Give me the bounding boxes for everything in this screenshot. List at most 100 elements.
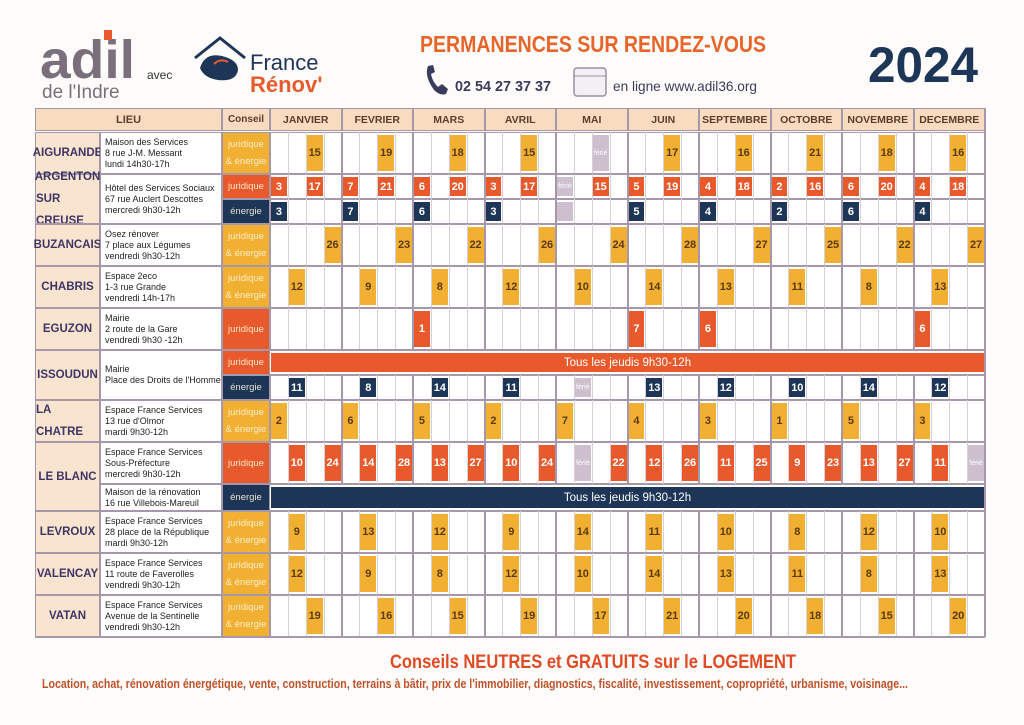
grid-line: [752, 595, 754, 637]
grid-line: [395, 595, 397, 637]
date-cell: 21: [378, 177, 395, 196]
grid-line: [806, 595, 808, 637]
grid-line: [949, 308, 951, 350]
grid-line: [859, 553, 861, 595]
date-cell: 15: [878, 598, 895, 634]
month-divider: [555, 224, 557, 266]
line: Espace 2eco: [105, 270, 158, 281]
line: LA CHATRE: [36, 404, 84, 438]
grid-line: [377, 174, 379, 199]
date-cell: 25: [825, 227, 841, 263]
grid-line: [609, 199, 611, 224]
grid-line: [395, 511, 397, 553]
grid-line: [663, 174, 665, 199]
grid-line: [430, 132, 432, 174]
grid-line: [645, 553, 647, 595]
grid-line: [645, 308, 647, 350]
month-divider: [483, 308, 486, 350]
grid-line: [967, 174, 969, 199]
line: ARGENTON: [34, 171, 101, 183]
city: LEVROUX: [35, 511, 100, 553]
line: Espace France Services: [105, 599, 203, 610]
grid-line: [681, 132, 683, 174]
date-cell: 18: [735, 177, 752, 196]
date-cell: 26: [682, 445, 698, 481]
grid-line: [430, 174, 432, 199]
grid-line: [967, 266, 969, 308]
grid-line: [305, 132, 307, 174]
conseil: juridique & énergie: [222, 595, 270, 637]
online: en ligne www.adil36.org: [613, 78, 757, 94]
grid-line: [609, 375, 611, 400]
conseil: juridique: [222, 442, 270, 484]
grid-line: [949, 375, 951, 400]
month-divider: [269, 199, 271, 224]
grid-line: [359, 266, 361, 308]
month-divider: [483, 553, 486, 595]
grid-line: [502, 308, 504, 350]
month-divider: [841, 132, 843, 174]
table-edge: [984, 108, 986, 637]
grid-line: [520, 132, 522, 174]
grid-line: [788, 375, 790, 400]
month-divider: [269, 174, 271, 199]
grid-line: [502, 132, 504, 174]
month-divider: [769, 511, 772, 553]
grid-line: [716, 266, 718, 308]
month-header: AVRIL: [484, 108, 556, 131]
line: 16 rue Villebois-Mareuil: [105, 497, 199, 508]
date-cell: 14: [860, 378, 877, 397]
date-cell: 16: [735, 135, 752, 171]
month-header: MARS: [413, 108, 485, 131]
grid-line: [520, 375, 522, 400]
grid-line: [752, 174, 754, 199]
date-cell: 13: [431, 445, 448, 481]
grid-line: [448, 174, 450, 199]
conseil: énergie: [222, 199, 270, 224]
month-divider: [841, 511, 843, 553]
grid-line: [967, 199, 969, 224]
conseil-header: Conseil: [222, 108, 270, 131]
date-cell: 18: [878, 135, 895, 171]
month-divider: [841, 442, 843, 484]
date-cell: 12: [860, 514, 877, 550]
grid-line: [395, 199, 397, 224]
grid-line: [877, 442, 879, 484]
conseil: juridique & énergie: [222, 224, 270, 266]
logo-blob: [200, 55, 238, 81]
date-cell: 8: [431, 556, 448, 592]
date-cell: 19: [306, 598, 323, 634]
conseil: juridique & énergie: [222, 553, 270, 595]
grid-line: [573, 132, 575, 174]
line: & énergie: [225, 535, 267, 546]
date-cell: 21: [807, 135, 824, 171]
month-header: SEPTEMBRE: [699, 108, 771, 131]
grid-line: [752, 199, 754, 224]
date-cell: 1: [414, 311, 430, 347]
grid-line: [716, 132, 718, 174]
grid-line: [430, 199, 432, 224]
conseil: juridique: [222, 350, 270, 375]
grid-line: [859, 266, 861, 308]
phone: 02 54 27 37 37: [455, 78, 551, 95]
grid-line: [573, 400, 575, 442]
logo-accent: [104, 30, 112, 40]
month-header: JUIN: [627, 108, 699, 131]
banner: Tous les jeudis 9h30-12h: [271, 487, 984, 508]
grid-line: [788, 595, 790, 637]
grid-line: [734, 308, 736, 350]
date-cell: 12: [288, 269, 305, 305]
grid-line: [859, 511, 861, 553]
grid-line: [716, 511, 718, 553]
line: énergie: [230, 492, 262, 503]
grid-line: [573, 199, 575, 224]
grid-line: [949, 511, 951, 553]
date-cell: 9: [288, 514, 305, 550]
grid-line: [663, 400, 665, 442]
grid-line: [377, 400, 379, 442]
address: Hôtel des Services Sociaux 67 rue Auclert…: [100, 174, 222, 224]
grid-line: [949, 266, 951, 308]
city: LE BLANC: [35, 442, 100, 511]
grid-line: [734, 595, 736, 637]
grid-line: [663, 595, 665, 637]
